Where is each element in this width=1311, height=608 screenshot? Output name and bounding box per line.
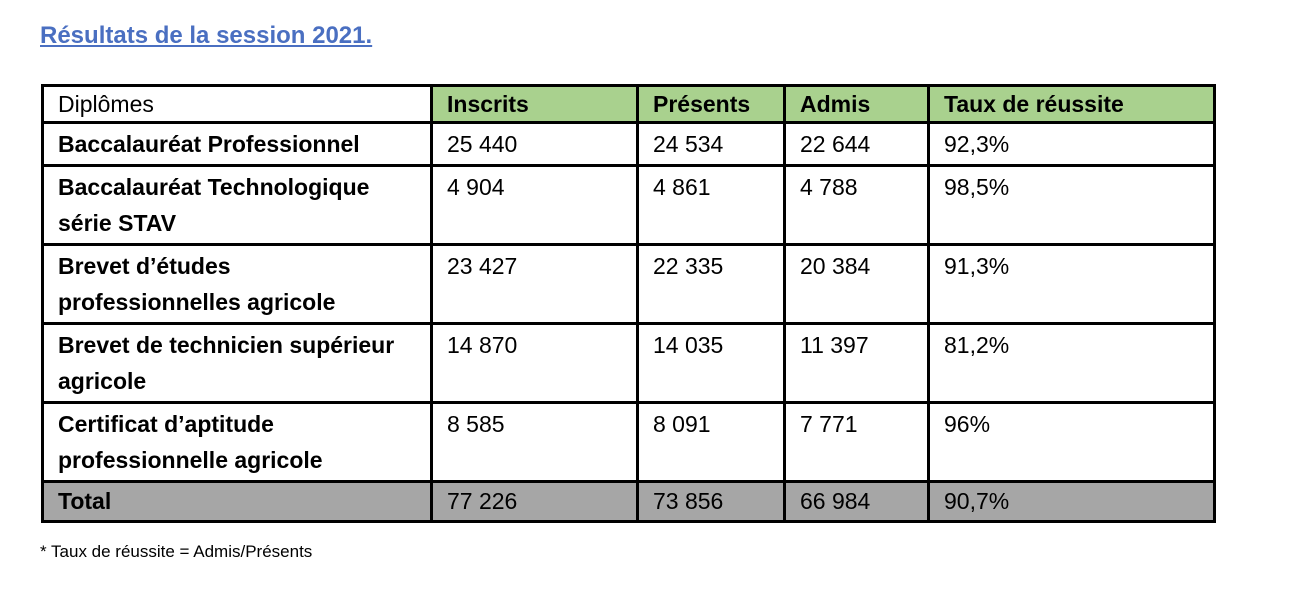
- table-cell: 11 397: [783, 322, 930, 404]
- table-cell: 20 384: [783, 243, 930, 325]
- table-cell: Brevet d’études professionnelles agricol…: [41, 243, 433, 325]
- table-cell: 7 771: [783, 401, 930, 483]
- table-cell: 14 035: [636, 322, 786, 404]
- table-cell: 90,7%: [927, 480, 1216, 523]
- table-row: Certificat d’aptitude professionnelle ag…: [41, 401, 1216, 483]
- table-cell: 92,3%: [927, 121, 1216, 167]
- table-cell: Total: [41, 480, 433, 523]
- table-cell: 22 644: [783, 121, 930, 167]
- table-cell: Présents: [636, 84, 786, 124]
- table-cell: 8 091: [636, 401, 786, 483]
- table-cell: Brevet de technicien supérieur agricole: [41, 322, 433, 404]
- results-table: Diplômes Inscrits Présents Admis Taux de réu…: [41, 84, 1216, 523]
- table-row: Baccalauréat Technologique série STAV 4 9…: [41, 164, 1216, 246]
- table-cell: Baccalauréat Technologique série STAV: [41, 164, 433, 246]
- table-cell: 14 870: [430, 322, 639, 404]
- table-cell: 24 534: [636, 121, 786, 167]
- table-cell: Diplômes: [41, 84, 433, 124]
- table-cell: 91,3%: [927, 243, 1216, 325]
- footnote: * Taux de réussite = Admis/Présents: [40, 542, 313, 561]
- table-cell: 4 904: [430, 164, 639, 246]
- table-cell: 66 984: [783, 480, 930, 523]
- table-row: Baccalauréat Professionnel 25 440 24 534 22…: [41, 121, 1216, 167]
- table-row: Total 77 226 73 856 66 984 90,7%: [41, 480, 1216, 523]
- table-cell: 4 788: [783, 164, 930, 246]
- table-cell: 98,5%: [927, 164, 1216, 246]
- table-cell: 23 427: [430, 243, 639, 325]
- table-cell: 73 856: [636, 480, 786, 523]
- table-cell: 8 585: [430, 401, 639, 483]
- table-cell: 77 226: [430, 480, 639, 523]
- table-row: Brevet d’études professionnelles agricol…: [41, 243, 1216, 325]
- table-cell: Inscrits: [430, 84, 639, 124]
- table-cell: Baccalauréat Professionnel: [41, 121, 433, 167]
- table-cell: 4 861: [636, 164, 786, 246]
- table-cell: 96%: [927, 401, 1216, 483]
- table-cell: 22 335: [636, 243, 786, 325]
- table-cell: 25 440: [430, 121, 639, 167]
- table-cell: Certificat d’aptitude professionnelle ag…: [41, 401, 433, 483]
- table-row: Diplômes Inscrits Présents Admis Taux de réu…: [41, 84, 1216, 124]
- title: Résultats de la session 2021.: [40, 22, 373, 49]
- table-cell: 81,2%: [927, 322, 1216, 404]
- table-cell: Admis: [783, 84, 930, 124]
- table-cell: Taux de réussite: [927, 84, 1216, 124]
- table-row: Brevet de technicien supérieur agricole 1…: [41, 322, 1216, 404]
